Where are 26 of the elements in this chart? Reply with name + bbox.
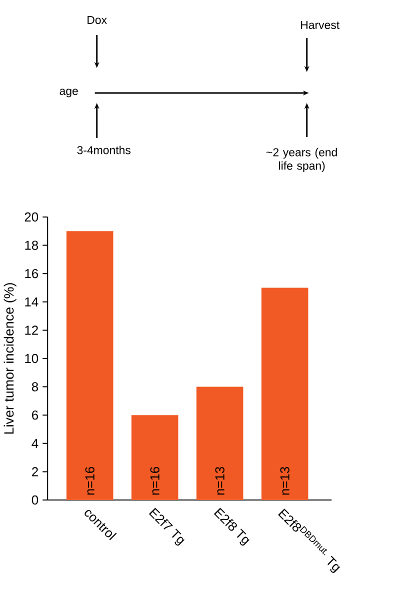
y-tick-label: 0 (32, 495, 38, 505)
y-tick-label: 4 (32, 438, 38, 448)
y-tick-label: 12 (25, 326, 38, 335)
y-tick-label: 14 (25, 297, 38, 306)
bar (262, 288, 308, 500)
annotation: n=16 (150, 466, 160, 495)
y-tick-label: 18 (25, 240, 38, 250)
annotation: n=16 (85, 466, 95, 495)
text: 3-4months (77, 146, 131, 154)
y-tick-label: 8 (32, 382, 38, 392)
bar (132, 415, 178, 500)
y-tick-label: 10 (25, 354, 38, 364)
bar (196, 386, 244, 500)
y-tick-label: 20 (24, 212, 38, 222)
text: Dox (88, 16, 107, 24)
x-tick-label: E2f7 Tg (149, 508, 185, 546)
text: Harvest (301, 21, 340, 29)
y-tick-label: 6 (32, 410, 38, 420)
y-tick-label: 2 (32, 467, 38, 476)
annotation: n=13 (215, 466, 224, 495)
y-axis-title: Liver tumor incidence (%) (4, 283, 16, 434)
text: ~2 years (end life span) (266, 148, 337, 172)
bar (66, 231, 114, 500)
y-tick-label: 16 (25, 269, 38, 278)
text: age (60, 88, 78, 98)
annotation: n=13 (280, 466, 290, 495)
